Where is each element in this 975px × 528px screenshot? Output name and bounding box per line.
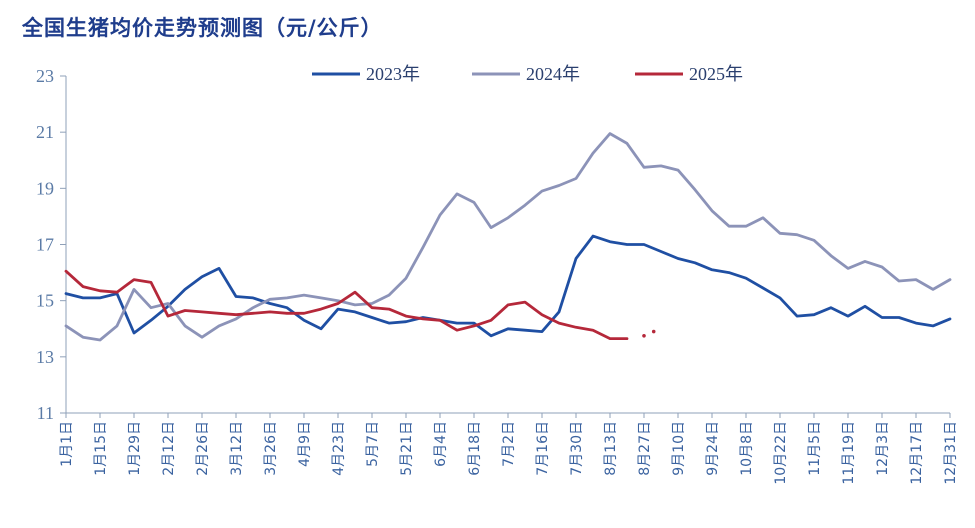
x-tick-label: 5月7日 (365, 421, 381, 467)
x-tick-label: 3月26日 (263, 421, 279, 476)
series-line-2024年 (64, 132, 952, 342)
y-tick-label: 17 (36, 235, 54, 255)
legend-label: 2023年 (366, 64, 420, 84)
x-tick-label: 6月4日 (433, 421, 449, 467)
series-line-2025年 (64, 269, 629, 341)
x-tick-label: 8月13日 (603, 421, 619, 476)
chart-title: 全国生猪均价走势预测图（元/公斤） (22, 16, 383, 40)
y-tick-label: 23 (36, 66, 54, 86)
x-tick-label: 2月26日 (195, 421, 211, 476)
x-tick-label: 7月16日 (535, 421, 551, 476)
x-tick-label: 1月15日 (93, 421, 109, 476)
y-tick-label: 15 (36, 291, 54, 311)
x-tick-label: 10月8日 (739, 421, 755, 476)
series-lines (64, 132, 952, 342)
x-tick-label: 12月31日 (943, 421, 959, 485)
x-tick-label: 12月17日 (909, 421, 925, 485)
x-tick-label: 3月12日 (229, 421, 245, 476)
legend-label: 2025年 (689, 64, 743, 84)
axes: 11 13 15 17 19 21 23 1月1日 1月15日 1月29日 2月12日 2月26日 3月… (36, 66, 959, 485)
y-tick-label: 13 (36, 347, 54, 367)
x-tick-label: 12月3日 (875, 421, 891, 476)
x-tick-label: 2月12日 (161, 421, 177, 476)
forecast-point (651, 329, 656, 334)
y-tick-label: 19 (36, 178, 54, 198)
y-tick-label: 11 (37, 403, 54, 423)
series-line-2023年 (64, 234, 952, 338)
x-tick-label: 5月21日 (399, 421, 415, 476)
legend-label: 2024年 (526, 64, 580, 84)
x-tick-label: 1月1日 (59, 421, 75, 467)
forecast-point (642, 333, 646, 338)
x-tick-label: 10月22日 (773, 421, 789, 485)
x-tick-label: 11月19日 (841, 421, 857, 485)
x-tick-label: 4月9日 (297, 421, 313, 467)
y-tick-label: 21 (36, 122, 54, 142)
x-tick-label: 4月23日 (331, 421, 347, 476)
x-tick-label: 6月18日 (467, 421, 483, 476)
x-tick-label: 1月29日 (127, 421, 143, 476)
legend: 2023年 2024年 2025年 (312, 64, 743, 84)
x-tick-label: 9月24日 (705, 421, 721, 476)
x-tick-label: 7月2日 (501, 421, 517, 467)
x-tick-label: 11月5日 (807, 421, 823, 476)
x-tick-label: 8月27日 (637, 421, 653, 476)
x-tick-label: 7月30日 (569, 421, 585, 476)
x-tick-label: 9月10日 (671, 421, 687, 476)
